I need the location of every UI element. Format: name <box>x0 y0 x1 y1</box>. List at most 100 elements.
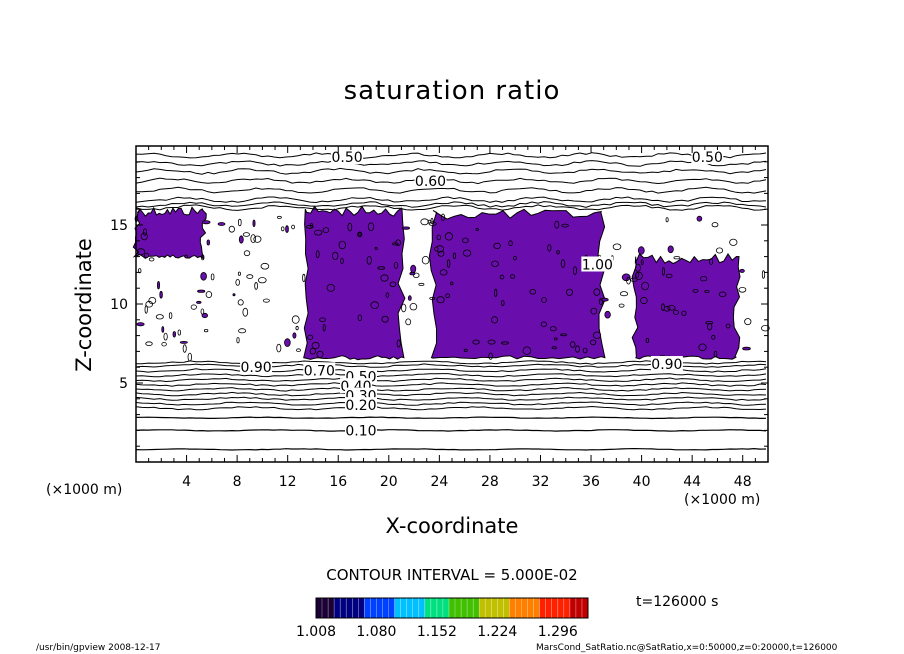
cloud-fragment <box>315 250 320 259</box>
cloud-fragment <box>560 259 566 268</box>
contour-labels: 0.50 0.500.601.000.90 0.70 0.500.400.300.20… <box>240 149 724 439</box>
cloud-fragment <box>673 256 681 260</box>
colorbar-cell <box>557 598 564 618</box>
cloud-fragment <box>242 232 250 237</box>
colorbar-cell <box>430 598 437 618</box>
contour-line <box>135 204 767 211</box>
cloud-fragment <box>276 215 282 219</box>
contour-label-bg <box>344 422 377 438</box>
cloud-fragment <box>409 303 418 311</box>
colorbar-cell <box>485 598 492 618</box>
cloud-fragment <box>718 291 727 297</box>
supersaturated-region <box>428 208 606 360</box>
cloud-fragment <box>575 345 580 353</box>
cloud-fragment <box>340 257 344 264</box>
cloud-fragment <box>163 332 168 341</box>
colorbar-cell <box>334 598 341 618</box>
cloud-fragment <box>322 324 326 332</box>
cloud-fragment <box>566 288 574 296</box>
cloud-fragment <box>462 249 472 257</box>
time-label: t=126000 s <box>636 594 719 610</box>
cloud-fragment <box>142 228 147 236</box>
x-tick-label: 8 <box>233 474 242 490</box>
colorbar-tick-label: 1.152 <box>417 624 457 640</box>
cloud-fragment <box>276 343 282 353</box>
contour-label-bg <box>581 256 614 272</box>
contour-label: 0.90 <box>240 360 271 376</box>
contour-line <box>135 201 767 208</box>
cloud-fragment <box>190 304 197 310</box>
cloud-fragment <box>338 240 346 250</box>
cloud-fragment <box>246 274 254 279</box>
cloud-fragment <box>184 254 188 259</box>
cloud-fragment <box>436 296 445 304</box>
cloud-fragment <box>681 310 687 316</box>
cloud-fragment <box>155 314 164 320</box>
cloud-fragment <box>420 218 429 226</box>
colorbar-cell <box>582 598 589 618</box>
cloud-fragment <box>667 305 676 311</box>
x-tick-label: 44 <box>683 474 701 490</box>
colorbar-tick-label: 1.224 <box>477 624 517 640</box>
cloud-fragment <box>238 218 242 227</box>
cloud-fragment <box>704 289 710 293</box>
colorbar-cell <box>527 598 534 618</box>
colorbar-cell <box>503 598 510 618</box>
cloud-fragment <box>179 340 188 344</box>
colorbar-cell <box>424 598 431 618</box>
supersaturated-regions <box>132 205 770 362</box>
x-tick-label: 40 <box>633 474 651 490</box>
cloud-fragment <box>210 273 215 281</box>
cloud-fragment <box>635 272 640 278</box>
cloud-fragment <box>711 334 716 340</box>
cloud-fragment <box>667 245 674 254</box>
cloud-fragment <box>445 293 451 299</box>
colorbar-frame <box>315 597 589 619</box>
cloud-fragment <box>238 328 247 334</box>
contour-line <box>135 196 767 204</box>
cloud-fragment <box>238 235 244 244</box>
colorbar-cell <box>563 598 570 618</box>
cloud-fragment <box>310 222 313 228</box>
contour-line <box>135 160 767 167</box>
cloud-fragment <box>553 337 558 341</box>
contour-label-bg <box>331 149 364 165</box>
x-tick-label: 24 <box>430 474 448 490</box>
cloud-fragment <box>316 350 324 358</box>
contour-line <box>135 416 767 420</box>
cloud-fragment <box>761 270 766 279</box>
cloud-fragment <box>549 326 557 332</box>
cloud-fragment <box>366 255 372 265</box>
colorbar-cell <box>340 598 347 618</box>
x-tick-label: 4 <box>182 474 191 490</box>
x-axis-ticks: 4 8 12 16 20 24 28 32 36 40 44 48 <box>148 146 756 490</box>
cloud-fragment <box>187 352 192 362</box>
cloud-fragment <box>243 250 251 257</box>
cloud-fragment <box>665 273 673 279</box>
contour-label: 0.10 <box>345 423 376 439</box>
cloud-fragment <box>385 292 390 298</box>
cloud-fragment <box>237 271 241 276</box>
cloud-fragment <box>296 348 301 353</box>
cloud-fragment <box>709 258 714 265</box>
cloud-fragment <box>159 290 163 299</box>
cloud-fragment <box>554 220 560 229</box>
x-tick-label: 20 <box>380 474 398 490</box>
cloud-fragment <box>692 289 699 293</box>
cloud-fragment <box>311 341 320 350</box>
cloud-fragment <box>347 222 353 232</box>
cloud-fragment <box>463 348 468 352</box>
cloud-fragment <box>645 337 650 344</box>
cloud-fragment <box>491 260 499 267</box>
cloud-fragment <box>635 263 641 272</box>
cloud-fragment <box>326 283 335 292</box>
contour-label: 0.90 <box>651 357 682 373</box>
cloud-fragment <box>254 281 258 290</box>
cloud-fragment <box>201 220 211 225</box>
contour-line <box>135 391 767 397</box>
cloud-fragment <box>284 338 291 347</box>
colorbar-cell <box>370 598 377 618</box>
colorbar-tick-label: 1.008 <box>296 624 336 640</box>
cloud-fragment <box>421 256 430 265</box>
colorbar-tick-label: 1.296 <box>538 624 578 640</box>
